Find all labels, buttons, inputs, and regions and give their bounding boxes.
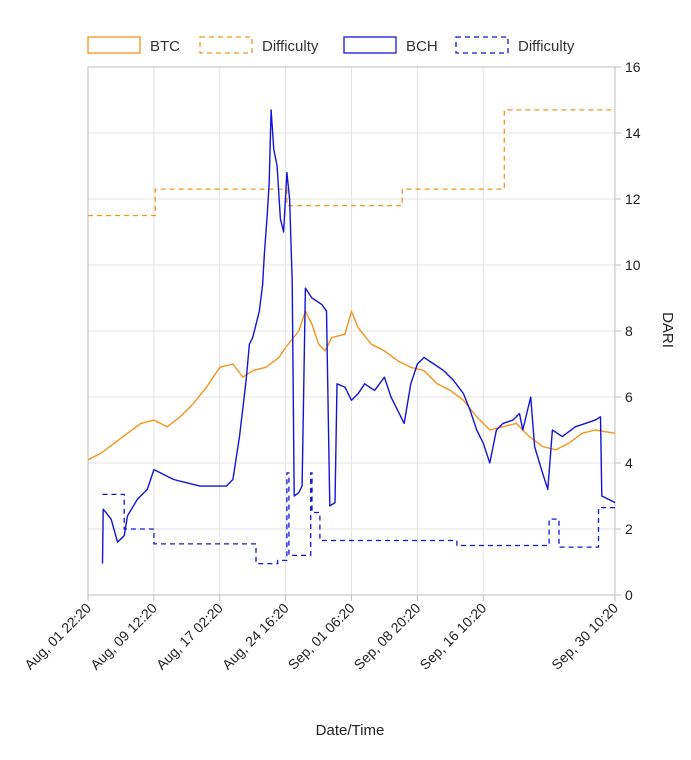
x-tick-label: Sep, 01 06:20: [285, 600, 358, 673]
legend-swatch: [455, 36, 509, 54]
y-tick-label: 12: [625, 191, 641, 207]
legend-label: Difficulty: [262, 38, 319, 55]
series-line-difficulty-dashed: [102, 472, 615, 565]
x-tick-label: Aug, 24 16:20: [219, 600, 292, 673]
x-tick-label: Sep, 08 20:20: [351, 600, 424, 673]
legend-label: Difficulty: [518, 38, 575, 55]
series-line-bch: [101, 109, 616, 564]
x-tick-label: Aug, 01 22:20: [21, 600, 94, 673]
series-line-btc: [87, 310, 616, 461]
series-line-difficulty-dashed: [88, 109, 615, 217]
chart-series: [87, 109, 616, 565]
legend-swatch: [87, 36, 141, 54]
y-tick-label: 6: [625, 389, 633, 405]
chart-legend: BTC Difficulty BCH Difficulty: [87, 36, 575, 55]
x-tick-label: Aug, 17 02:20: [153, 600, 226, 673]
y-tick-label: 14: [625, 125, 641, 141]
y-tick-label: 4: [625, 455, 633, 471]
x-tick-label: Aug, 09 12:20: [87, 600, 160, 673]
legend-swatch: [343, 36, 397, 54]
y-tick-label: 10: [625, 257, 641, 273]
x-tick-label: Sep, 30 10:20: [548, 600, 621, 673]
y-tick-label: 0: [625, 587, 633, 603]
legend-swatch: [199, 36, 253, 54]
y-tick-label: 2: [625, 521, 633, 537]
legend-label: BTC: [150, 38, 180, 55]
chart-grid: [87, 66, 616, 596]
x-tick-label: Sep, 16 10:20: [416, 600, 489, 673]
y-tick-label: 16: [625, 59, 641, 75]
y-axis-ticks: 0 2 4 6 8 10 12 14 16: [615, 59, 641, 603]
y-axis-title: DARI: [659, 312, 676, 348]
x-axis-title: Date/Time: [316, 722, 385, 739]
legend-label: BCH: [406, 38, 438, 55]
y-tick-label: 8: [625, 323, 633, 339]
